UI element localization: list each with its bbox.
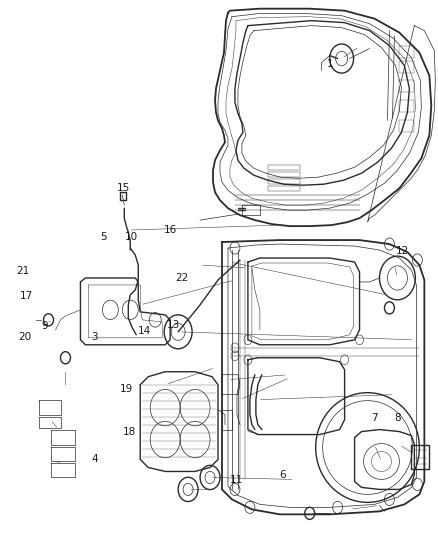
Text: 10: 10 — [125, 232, 138, 243]
Text: 20: 20 — [18, 332, 31, 342]
Text: 5: 5 — [100, 232, 106, 243]
Text: 18: 18 — [123, 427, 136, 438]
Text: 8: 8 — [395, 413, 401, 423]
Text: 14: 14 — [138, 326, 152, 336]
Text: 17: 17 — [19, 290, 33, 301]
Text: 11: 11 — [230, 475, 243, 485]
Text: 4: 4 — [91, 454, 98, 464]
Text: 1: 1 — [327, 59, 334, 69]
Text: 19: 19 — [120, 384, 133, 394]
Text: 6: 6 — [279, 470, 286, 480]
Text: 22: 22 — [175, 273, 188, 283]
Text: 21: 21 — [16, 266, 29, 276]
Text: 16: 16 — [163, 225, 177, 236]
Text: 9: 9 — [41, 321, 48, 331]
Text: 3: 3 — [91, 332, 98, 342]
Text: 12: 12 — [396, 246, 409, 255]
Text: 7: 7 — [371, 413, 377, 423]
Text: 13: 13 — [166, 320, 180, 330]
Text: 15: 15 — [117, 183, 130, 193]
